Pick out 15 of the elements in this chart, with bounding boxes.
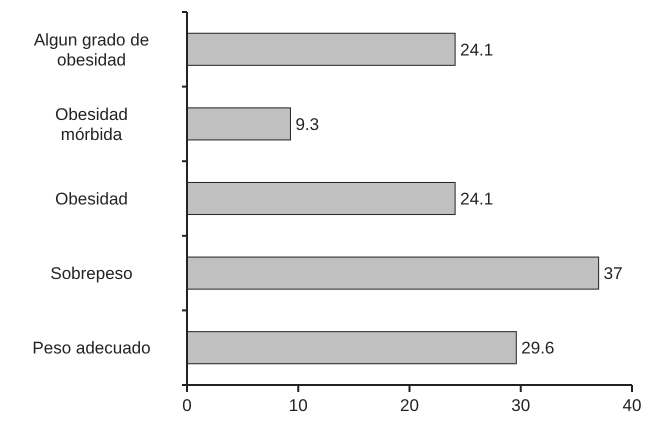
x-tick-label: 20 bbox=[400, 396, 419, 415]
x-tick-label: 40 bbox=[622, 396, 642, 415]
y-tick-label: Obesidad mórbida bbox=[55, 104, 128, 144]
data-label: 29.6 bbox=[521, 338, 554, 358]
data-label: 37 bbox=[604, 264, 623, 284]
y-tick-label: Peso adecuado bbox=[32, 338, 151, 358]
x-tick-label: 30 bbox=[511, 396, 530, 415]
data-label: 24.1 bbox=[460, 40, 494, 60]
y-tick-label: Sobrepeso bbox=[50, 264, 133, 284]
x-tick-label: 0 bbox=[182, 396, 192, 415]
data-label: 9.3 bbox=[295, 114, 320, 134]
x-tick-label: 10 bbox=[288, 396, 308, 415]
y-tick-label: Algun grado de obesidad bbox=[34, 30, 150, 70]
y-tick-label: Obesidad bbox=[55, 189, 128, 208]
data-label: 24.1 bbox=[460, 189, 494, 208]
